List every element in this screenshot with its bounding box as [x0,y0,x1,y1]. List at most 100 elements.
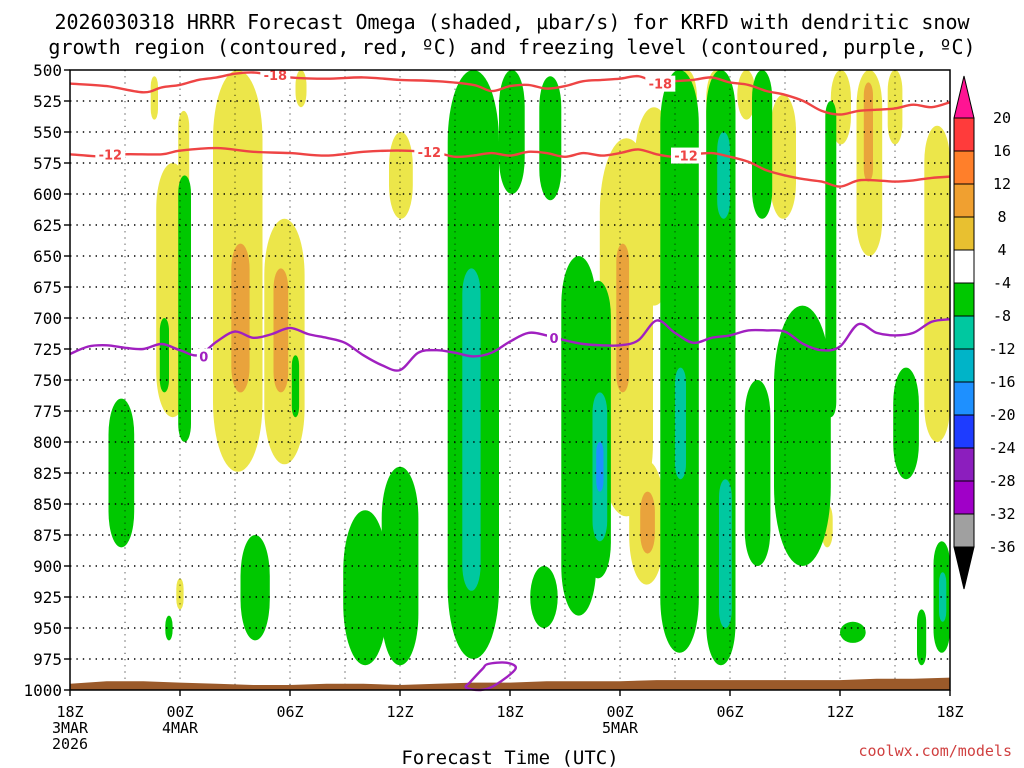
omega-region-orange [640,491,655,554]
freezing-contour-label-bg [196,348,211,365]
terrain-layer [70,677,950,690]
omega-region-green [660,70,699,653]
omega-region-teal [719,479,732,628]
colorbar-band [953,348,975,383]
y-tick-label: 1000 [23,681,62,700]
omega-region-teal [462,268,481,591]
colorbar-label: -28 [988,472,1015,490]
colorbar-bottom-arrow [953,546,975,590]
y-tick-label: 975 [33,650,62,669]
dgz-contour-label: -12 [674,150,698,165]
colorbar-band [953,447,975,482]
y-tick-label: 725 [33,340,62,359]
omega-region-yellow [176,578,184,610]
x-tick-label: 00Z [606,703,633,721]
omega-region-green [159,318,169,393]
dgz-contour-label: -18 [649,78,673,93]
x-tick-label: 4MAR [162,719,199,737]
omega-region-green [343,510,388,666]
omega-region-green [291,355,300,418]
omega-region-green [893,367,919,480]
colorbar-label: 12 [993,175,1011,193]
y-tick-label: 900 [33,557,62,576]
freezing-contour-label: 0 [549,332,558,347]
y-tick-label: 875 [33,526,62,545]
y-tick-label: 850 [33,495,62,514]
x-tick-label: 3MAR [52,719,89,737]
colorbar-label: -4 [993,274,1011,292]
colorbar-band [953,150,975,185]
colorbar-band [953,513,975,548]
y-tick-label: 750 [33,371,62,390]
omega-region-teal [939,572,947,622]
colorbar-label: 8 [997,208,1006,226]
dgz-contour-label-bg [645,75,676,92]
colorbar: 20 16 12 8 4 -4 -8 -12 -16 -20 -24 -28 -32 -36 [953,75,1016,590]
y-tick-label: 550 [33,123,62,142]
dgz-contour-label-bg [414,143,445,160]
omega-region-yellow [924,125,950,443]
omega-region-green [825,101,837,418]
colorbar-label: -36 [988,538,1015,556]
colorbar-band [953,315,975,350]
x-tick-label: 12Z [386,703,413,721]
omega-region-green [774,305,831,566]
grid-lines [70,70,950,690]
colorbar-label: 20 [993,109,1011,127]
omega-region-teal [717,132,730,219]
chart-title-line-2: growth region (contoured, red, ºC) and f… [48,35,975,59]
omega-region-green [744,380,771,566]
y-tick-label: 675 [33,278,62,297]
x-tick-label: 00Z [166,703,193,721]
y-tick-label: 700 [33,309,62,328]
omega-region-yellow [737,70,756,120]
x-tick-label: 18Z [936,703,963,721]
y-tick-label: 625 [33,216,62,235]
omega-region-blue [596,442,604,492]
colorbar-band [953,117,975,152]
x-tick-label: 06Z [716,703,743,721]
freezing-contour-line [69,318,951,372]
omega-region-teal [675,367,686,480]
y-tick-label: 500 [33,61,62,80]
pressure-axis: 500 525 550 575 600 625 650 675 700 725 750 775 800 8… [23,61,70,700]
colorbar-band [953,480,975,515]
x-tick-label: 5MAR [602,719,639,737]
colorbar-band [953,183,975,218]
omega-region-yellow [770,94,796,219]
x-tick-label: 2026 [52,735,88,753]
x-tick-label: 12Z [826,703,853,721]
chart-title-line-1: 2026030318 HRRR Forecast Omega (shaded, … [54,10,970,34]
colorbar-band [953,414,975,449]
colorbar-band [953,216,975,251]
y-tick-label: 825 [33,464,62,483]
y-tick-label: 600 [33,185,62,204]
chart-title: 2026030318 HRRR Forecast Omega (shaded, … [48,10,975,59]
omega-shading [108,70,950,666]
freezing-contour-label-bg [547,329,561,346]
y-tick-label: 525 [33,92,62,111]
colorbar-label: 4 [997,241,1006,259]
y-tick-label: 800 [33,433,62,452]
x-tick-label: 18Z [56,703,83,721]
y-tick-label: 925 [33,588,62,607]
x-tick-label: 18Z [496,703,523,721]
freezing-contour-label: 0 [199,350,208,365]
contour-layer: -18 -18 -12 -12 -12 0 0 [69,66,951,692]
dgz-contour-label-bg [671,147,701,164]
freezing-contour-loop [464,661,517,692]
omega-region-orange [863,82,873,182]
dgz-contour-label-bg [95,146,126,163]
dgz-contour-label: -18 [264,69,288,84]
omega-region-green [752,70,773,219]
omega-region-green [840,621,866,643]
terrain-fill [70,677,950,690]
y-tick-label: 650 [33,247,62,266]
colorbar-band [953,381,975,416]
colorbar-band [953,249,975,284]
colorbar-label: -16 [988,373,1015,391]
omega-region-green [178,175,191,442]
colorbar-label: -8 [993,307,1011,325]
